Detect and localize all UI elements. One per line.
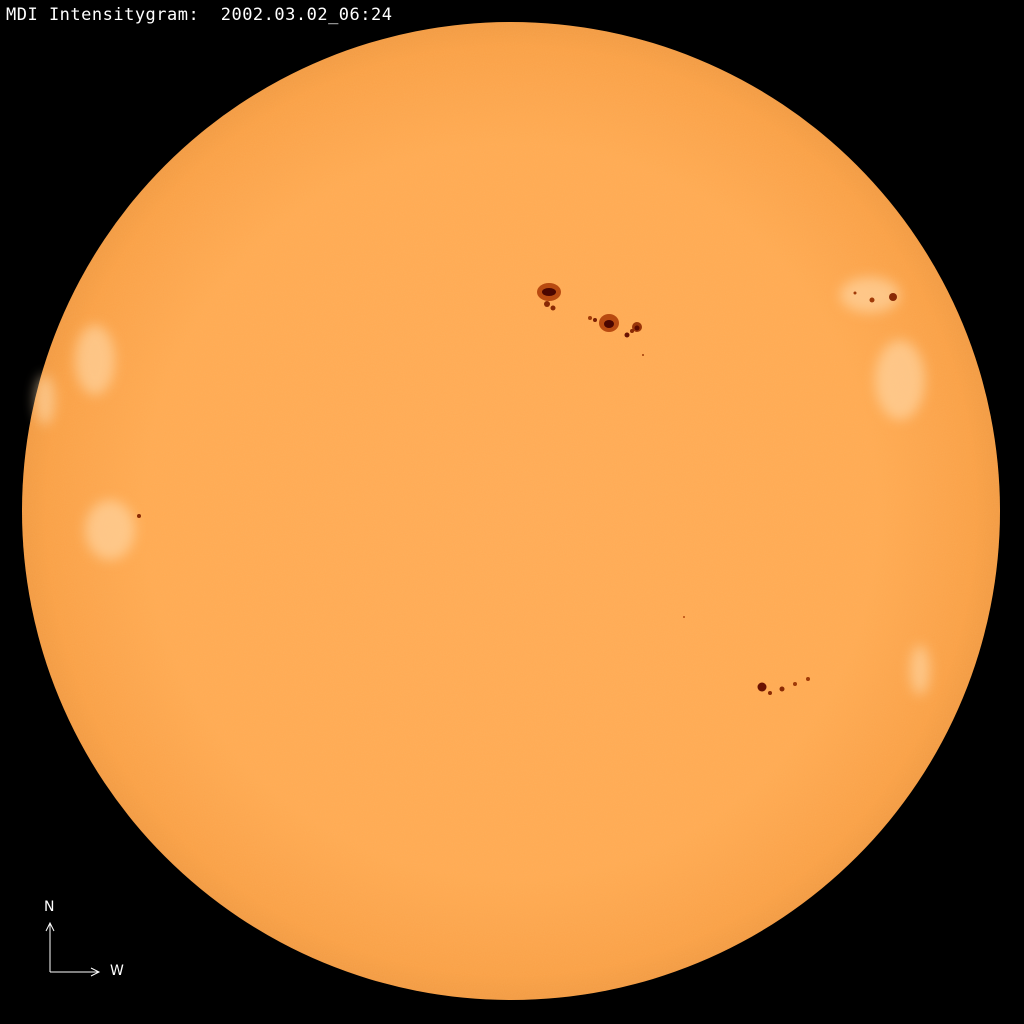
granulation-texture <box>22 22 1000 1000</box>
compass-north-label: N <box>44 899 55 915</box>
compass-west-label: W <box>110 963 124 979</box>
sunspot-group-northwest <box>853 291 897 303</box>
sunspot-group-southwest <box>757 677 810 695</box>
sunspot-small <box>137 354 685 618</box>
timestamp: 2002.03.02_06:24 <box>220 5 393 25</box>
image-title: MDI Intensitygram: 2002.03.02_06:24 <box>6 5 392 25</box>
faculae <box>35 277 930 695</box>
instrument-label: MDI Intensitygram: <box>6 5 200 25</box>
sunspot-group-north <box>537 283 642 338</box>
compass-arrows <box>45 921 101 977</box>
